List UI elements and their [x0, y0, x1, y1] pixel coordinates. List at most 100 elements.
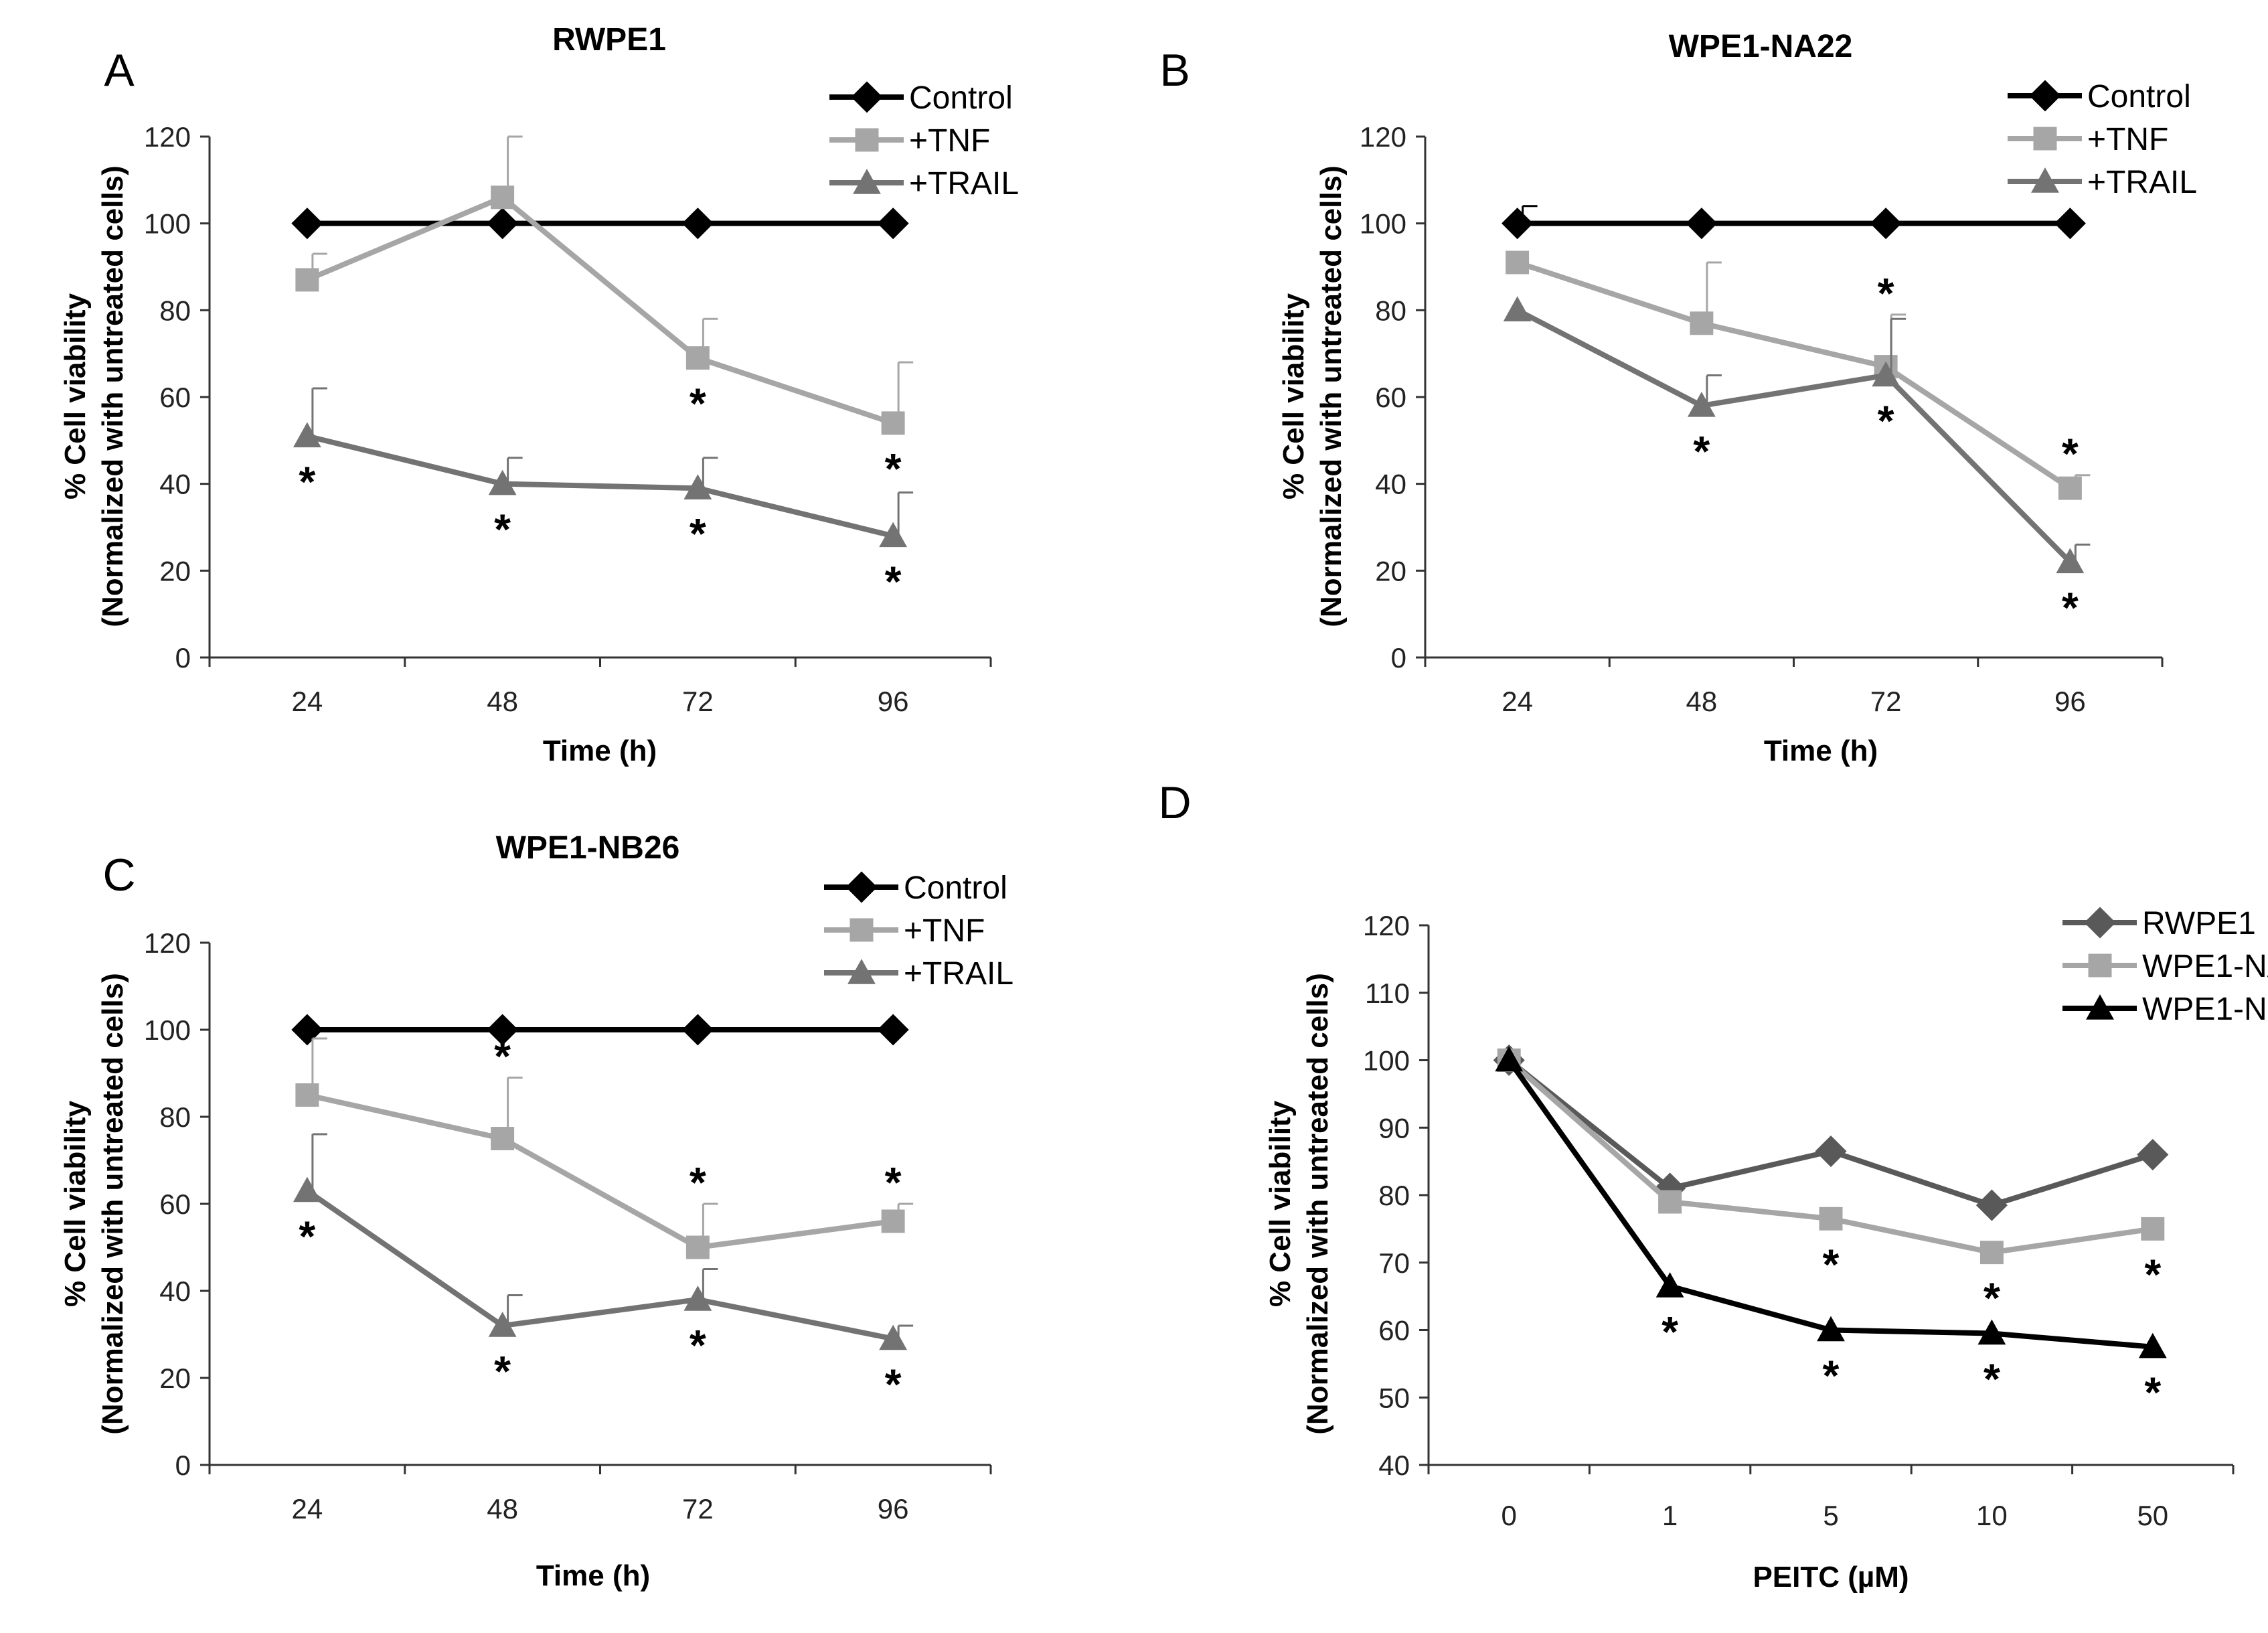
x-tick-label: 1 [1662, 1500, 1678, 1531]
x-tick-label: 72 [1870, 686, 1902, 717]
y-tick-label: 120 [144, 121, 191, 153]
panel-letter: C [102, 850, 135, 901]
series-control [1502, 205, 2086, 240]
y-axis-title-line2: (Normalized with untreated cells) [96, 973, 129, 1434]
data-point [685, 1235, 710, 1259]
y-tick-label: 80 [1375, 295, 1406, 326]
series-wpe1-na22: * * * [1497, 1048, 2165, 1322]
series-wpe1-nb26: * * * * [1495, 1046, 2167, 1417]
significance-star: * [1823, 1240, 1840, 1288]
data-point [1977, 1319, 2006, 1345]
y-tick-label: 100 [1360, 208, 1406, 240]
data-point [487, 208, 519, 240]
significance-star: * [690, 380, 706, 428]
significance-star: * [1693, 427, 1710, 475]
y-tick-label: 40 [1378, 1450, 1410, 1481]
legend-swatch-marker [849, 918, 874, 942]
data-point [295, 268, 319, 292]
legend: Control +TNF +TRAIL [2008, 79, 2197, 200]
y-axis-title: % Cell viability (Normalized with untreat… [1277, 165, 1348, 627]
y-tick-label: 120 [144, 927, 191, 959]
legend-label: +TNF [904, 913, 985, 949]
legend-label: RWPE1 [2142, 906, 2256, 941]
legend-swatch-marker [2029, 80, 2061, 112]
data-point [1506, 250, 1530, 275]
y-tick-label: 110 [1365, 978, 1410, 1009]
y-tick-label: 100 [144, 208, 191, 240]
series-line [307, 1092, 894, 1250]
data-point [488, 469, 517, 495]
data-point [291, 1014, 323, 1046]
data-point [488, 1312, 517, 1337]
legend-label: +TRAIL [909, 166, 1019, 202]
series-line [306, 433, 894, 539]
significance-star: * [494, 506, 511, 554]
y-tick-label: 80 [159, 1101, 191, 1133]
series-trail: * * * [1503, 296, 2091, 631]
y-tick-label: 120 [1363, 910, 1410, 941]
data-point [683, 474, 712, 499]
x-axis-title: Time (h) [1764, 734, 1878, 767]
chart-title: WPE1-NA22 [1669, 29, 1853, 64]
y-axis-title-line1: % Cell viability [59, 293, 92, 499]
legend-label: +TRAIL [2087, 165, 2197, 200]
data-point [1975, 1189, 2008, 1221]
y-tick-label: 60 [159, 382, 191, 413]
series-line [1516, 307, 2073, 564]
chart-panel-b: B WPE1-NA22 0 20 40 60 80 100 120 24 48 72 96 Time (h… [1159, 29, 2197, 767]
x-tick-label: 24 [1502, 686, 1533, 717]
y-axis-title: % Cell viability (Normalized with untreat… [59, 165, 129, 627]
legend-label: +TNF [909, 123, 990, 159]
significance-star: * [885, 1360, 902, 1409]
legend-swatch-marker [2084, 907, 2116, 939]
x-tick-label: 0 [1502, 1500, 1517, 1531]
x-tick-label: 72 [682, 686, 714, 717]
x-axis-title: PEITC (µM) [1753, 1561, 1909, 1593]
significance-star: * [2144, 1369, 2161, 1417]
y-tick-label: 70 [1378, 1247, 1410, 1279]
data-point [293, 422, 321, 448]
y-tick-label: 50 [1378, 1382, 1410, 1413]
panel-letter: B [1159, 45, 1190, 96]
data-point [293, 1176, 321, 1202]
series-line [1506, 1059, 2154, 1350]
data-point [487, 1014, 519, 1046]
y-axis-title-line1: % Cell viability [59, 1100, 92, 1307]
data-point [1979, 1241, 2004, 1265]
legend-swatch-marker [853, 169, 881, 194]
x-axis-title: Time (h) [536, 1559, 650, 1592]
significance-star: * [690, 1158, 706, 1207]
significance-star: * [1878, 269, 1894, 317]
data-point [877, 208, 909, 240]
series-line [305, 1188, 894, 1342]
significance-star: * [1878, 397, 1894, 445]
y-axis-title-line1: % Cell viability [1277, 293, 1310, 499]
data-point [1690, 311, 1714, 335]
data-point [881, 411, 905, 435]
series-control [291, 1014, 909, 1046]
x-tick-label: 48 [487, 1493, 518, 1525]
data-point [877, 1014, 909, 1046]
x-tick-label: 10 [1976, 1500, 2008, 1531]
y-tick-label: 40 [1375, 469, 1406, 500]
data-point [2058, 476, 2082, 500]
y-tick-label: 80 [159, 295, 191, 326]
data-point [1819, 1207, 1843, 1231]
series-trail: * * * * [293, 1133, 914, 1409]
data-point [2056, 548, 2085, 574]
y-tick-label: 0 [175, 642, 191, 674]
data-point [681, 1014, 714, 1046]
y-axis-title-line1: % Cell viability [1264, 1100, 1297, 1307]
data-point [1870, 208, 1902, 240]
legend-label: +TRAIL [904, 956, 1014, 992]
legend-swatch-marker [855, 128, 879, 152]
y-tick-label: 60 [1378, 1315, 1410, 1346]
y-tick-label: 0 [1391, 642, 1406, 674]
significance-star: * [885, 1158, 902, 1207]
x-tick-label: 24 [292, 1493, 323, 1525]
chart-panel-c: C WPE1-NB26 0 20 40 60 80 100 120 24 48 72 96 Time (h… [59, 830, 1014, 1592]
chart-panel-d: D 40 50 60 70 80 90 100 110 120 0 1 5 10 50 PEITC (µM)%… [1158, 777, 2268, 1593]
chart-title: WPE1-NB26 [496, 830, 680, 866]
legend-swatch-marker [2086, 994, 2114, 1020]
